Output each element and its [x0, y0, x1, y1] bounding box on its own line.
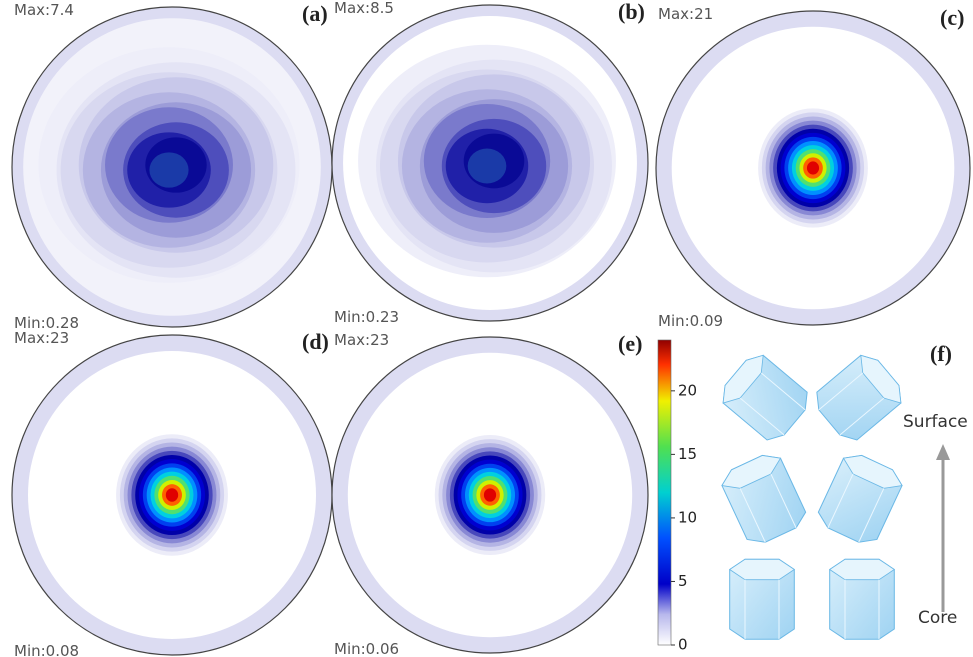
colorbar-tick-label: 5	[678, 572, 688, 590]
min-label: Min:0.09	[658, 312, 723, 330]
contour	[468, 149, 507, 184]
max-label: Max:8.5	[334, 0, 394, 17]
pole-figure	[12, 335, 332, 655]
figure: (f) Surface Core Max:7.4Min:0.28(a)Max:8…	[0, 0, 973, 657]
panel-label: (b)	[618, 0, 645, 24]
contour	[149, 152, 188, 187]
colorbar-tick-label: 0	[678, 636, 688, 654]
min-label: Min:0.08	[14, 642, 79, 657]
panel-label: (d)	[302, 329, 329, 354]
panel-label: (a)	[302, 1, 328, 26]
crystal-sketches	[716, 349, 909, 639]
pole-figure	[12, 7, 332, 327]
crystal	[809, 349, 908, 446]
contour	[807, 161, 819, 174]
crystal	[830, 559, 895, 639]
contour	[484, 488, 496, 501]
contour	[166, 488, 178, 501]
crystal	[716, 349, 815, 446]
min-label: Min:0.06	[334, 640, 399, 657]
max-label: Max:23	[14, 329, 69, 347]
max-label: Max:7.4	[14, 1, 74, 19]
pole-figure	[332, 337, 648, 653]
max-label: Max:23	[334, 331, 389, 349]
panel-label: (e)	[618, 331, 642, 356]
core-label: Core	[918, 608, 957, 628]
colorbar-tick-label: 15	[678, 445, 697, 463]
crystal	[718, 449, 810, 549]
colorbar-tick-label: 20	[678, 381, 697, 399]
pole-figure	[332, 5, 648, 321]
surface-label: Surface	[903, 412, 968, 432]
crystal	[814, 449, 906, 549]
colorbar	[658, 340, 671, 645]
arrow-head	[936, 444, 950, 460]
colorbar-tick-label: 10	[678, 508, 697, 526]
crystal	[730, 559, 795, 639]
panel-label: (c)	[940, 5, 964, 30]
panel-label: (f)	[930, 341, 952, 366]
pole-figure	[656, 11, 970, 325]
max-label: Max:21	[658, 5, 713, 23]
min-label: Min:0.23	[334, 308, 399, 326]
